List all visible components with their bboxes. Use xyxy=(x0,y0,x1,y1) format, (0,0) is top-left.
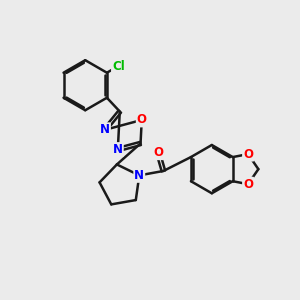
Text: Cl: Cl xyxy=(112,60,125,73)
Text: O: O xyxy=(243,178,253,191)
Text: N: N xyxy=(113,143,123,156)
Text: O: O xyxy=(243,148,253,160)
Text: O: O xyxy=(153,146,163,159)
Text: O: O xyxy=(137,113,147,127)
Text: N: N xyxy=(100,123,110,136)
Text: N: N xyxy=(134,169,144,182)
